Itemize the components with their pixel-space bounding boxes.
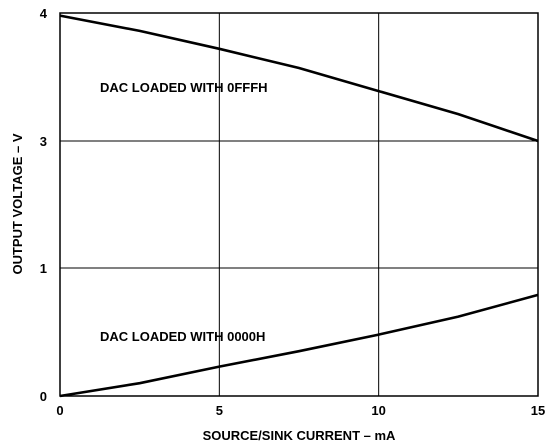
x-tick-label: 5 [216, 403, 223, 418]
series-line-1 [59, 293, 539, 398]
x-tick-label: 10 [371, 403, 385, 418]
series-line-0 [59, 14, 539, 143]
grid-lines [60, 13, 538, 396]
y-tick-label: 1 [40, 261, 47, 276]
y-tick-label: 3 [40, 134, 47, 149]
x-axis-title: SOURCE/SINK CURRENT – mA [203, 428, 396, 443]
y-tick-label: 0 [40, 389, 47, 404]
y-axis-title: OUTPUT VOLTAGE – V [10, 133, 25, 274]
x-tick-label: 15 [531, 403, 545, 418]
series-lines [59, 14, 539, 398]
x-tick-label: 0 [56, 403, 63, 418]
plot-frame [59, 12, 539, 397]
tick-labels: 0 5 10 15 0 1 3 4 [40, 6, 545, 418]
series-label-0fffh: DAC LOADED WITH 0FFFH [100, 80, 268, 95]
y-tick-label: 4 [40, 6, 48, 21]
series-label-0000h: DAC LOADED WITH 0000H [100, 329, 265, 344]
